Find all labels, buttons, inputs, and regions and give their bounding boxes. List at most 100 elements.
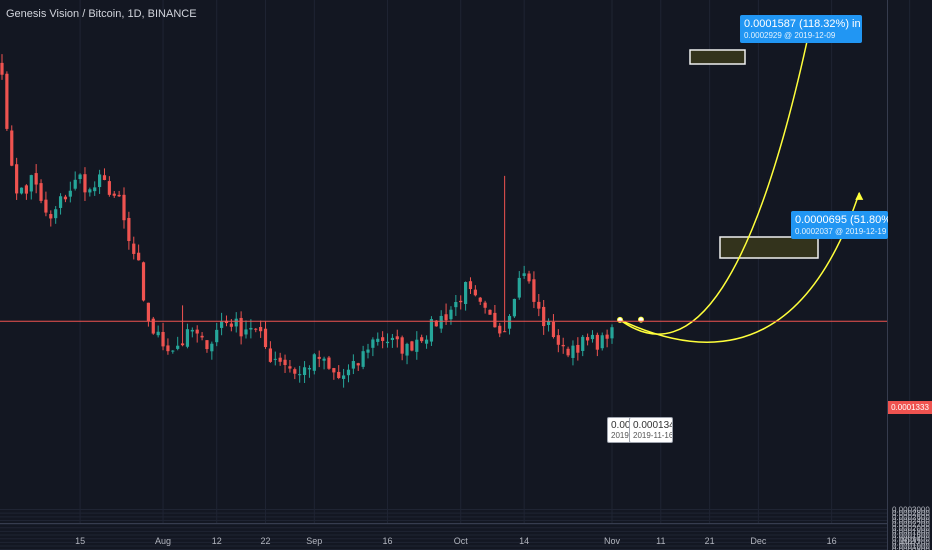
candle xyxy=(146,302,150,327)
candle xyxy=(200,332,204,341)
candle xyxy=(132,236,136,260)
candle xyxy=(278,352,282,366)
candle xyxy=(83,167,87,201)
y-tick-label: 0.0002000 xyxy=(892,524,930,533)
candle xyxy=(117,190,121,198)
candle xyxy=(268,341,272,363)
candle xyxy=(156,325,160,338)
chart-title: Genesis Vision / Bitcoin, 1D, BINANCE xyxy=(6,8,197,20)
x-tick-label: Aug xyxy=(155,536,171,546)
candle xyxy=(54,206,58,224)
candle xyxy=(517,271,521,300)
y-tick-label: 0.0001800 xyxy=(892,527,930,536)
candle xyxy=(0,54,4,80)
candle xyxy=(376,332,380,346)
candle xyxy=(483,300,487,314)
x-tick-label: Oct xyxy=(454,536,469,546)
candle xyxy=(68,181,72,203)
candle xyxy=(586,333,590,346)
y-tick-label: 0.0001000 xyxy=(892,542,930,550)
candle xyxy=(356,362,360,371)
candle xyxy=(34,164,38,194)
candle xyxy=(44,191,48,217)
candle xyxy=(424,335,429,349)
candle xyxy=(507,314,512,335)
projection-callout-2-line2: 0.0002037 @ 2019-12-19 xyxy=(795,227,887,236)
candle xyxy=(180,305,185,347)
candle xyxy=(307,365,312,378)
candle xyxy=(459,295,463,310)
candle xyxy=(610,324,614,344)
x-tick-label: 21 xyxy=(705,536,715,546)
projection-target-box-2[interactable] xyxy=(719,236,819,259)
candle xyxy=(488,309,492,315)
candle xyxy=(5,71,9,131)
candle xyxy=(288,359,292,373)
candle xyxy=(332,367,336,380)
candle xyxy=(283,354,287,373)
candle xyxy=(527,270,531,284)
x-tick-label: 15 xyxy=(75,536,85,546)
candle xyxy=(385,333,390,348)
candle xyxy=(590,330,595,343)
candle xyxy=(210,341,214,360)
projection-callout-1-line2: 0.0002929 @ 2019-12-09 xyxy=(744,31,836,40)
candle xyxy=(400,335,404,361)
price-marker-1-line1: 0.000 xyxy=(611,420,631,431)
candle xyxy=(532,271,536,309)
candle xyxy=(342,368,346,388)
candle xyxy=(444,303,448,325)
projection-lines xyxy=(617,29,864,343)
projection-callout-1-line1: 0.0001587 (118.32%) in 28d xyxy=(744,18,862,30)
candle xyxy=(317,350,321,368)
candle xyxy=(244,320,248,339)
candle xyxy=(24,184,28,200)
candle xyxy=(410,340,414,352)
y-tick-label: 0.0001400 xyxy=(892,535,930,544)
x-tick-label: 16 xyxy=(383,536,393,546)
candle xyxy=(58,193,63,215)
candle xyxy=(546,318,551,332)
candle xyxy=(293,367,297,380)
candle xyxy=(63,194,68,203)
price-marker-2-line2: 2019-11-16 xyxy=(633,431,673,440)
projection-curve-1 xyxy=(619,30,811,335)
candle xyxy=(249,319,253,339)
candle xyxy=(29,174,33,200)
y-tick-label: 0.0002400 xyxy=(892,516,930,525)
candle xyxy=(420,334,424,343)
candle xyxy=(39,179,43,204)
candle xyxy=(361,345,365,370)
candle xyxy=(215,322,219,347)
y-tick-label: 0.0003000 xyxy=(892,506,930,515)
candle xyxy=(571,340,575,366)
candle xyxy=(449,306,453,325)
candle xyxy=(171,350,175,354)
candle xyxy=(98,169,102,194)
candle xyxy=(312,353,316,375)
candle xyxy=(346,364,351,383)
candle xyxy=(298,365,302,383)
x-tick-label: 11 xyxy=(656,536,665,546)
candle xyxy=(551,314,556,339)
candle xyxy=(107,176,111,197)
candle xyxy=(78,173,82,184)
candle xyxy=(498,322,502,338)
projection-target-box-1[interactable] xyxy=(689,49,746,65)
y-tick-label: 0.0000800 xyxy=(892,546,930,550)
candle xyxy=(581,334,585,357)
x-tick-label: 16 xyxy=(827,536,837,546)
x-tick-label: Sep xyxy=(306,536,322,546)
candle xyxy=(478,296,482,305)
candle xyxy=(93,181,97,196)
candle xyxy=(561,337,565,354)
candle xyxy=(503,175,507,333)
candle xyxy=(73,171,77,191)
candle xyxy=(19,187,24,195)
x-tick-label: Dec xyxy=(750,536,767,546)
candle xyxy=(102,168,107,181)
candle xyxy=(566,346,570,358)
candle xyxy=(600,332,604,351)
